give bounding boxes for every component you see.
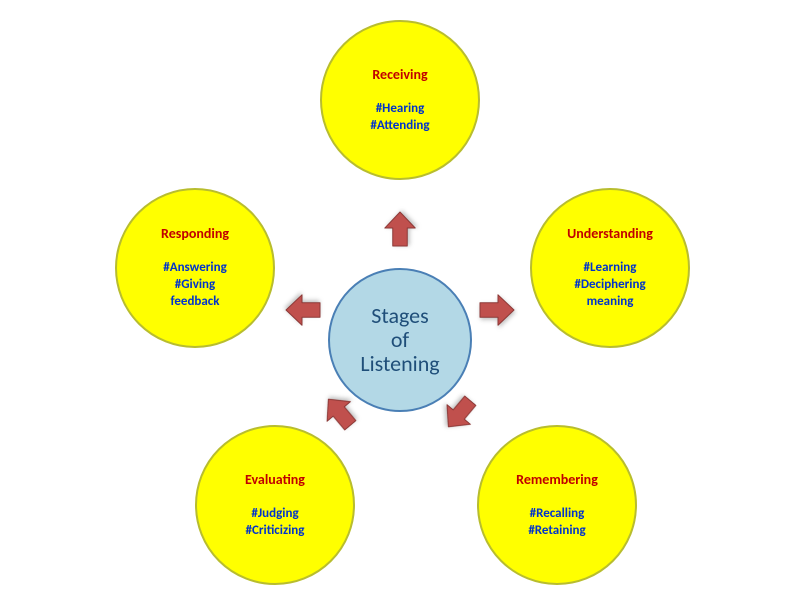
center-node: StagesofListening [328,268,472,412]
center-label-line: Listening [360,352,439,376]
node-remembering-title: Remembering [516,471,598,488]
node-responding: Responding #Answering#Givingfeedback [115,188,275,348]
node-evaluating: Evaluating #Judging#Criticizing [195,425,355,585]
node-understanding: Understanding #Learning#Decipheringmeanin… [530,188,690,348]
node-understanding-title: Understanding [567,225,653,242]
node-receiving: Receiving #Hearing#Attending [320,20,480,180]
node-receiving-title: Receiving [372,66,427,83]
node-evaluating-title: Evaluating [245,471,305,488]
arrow-to-understanding [476,290,516,330]
arrow-to-responding [284,290,324,330]
stages-of-listening-diagram: Receiving #Hearing#Attending Understanding… [0,0,800,604]
node-receiving-tags: #Hearing#Attending [370,101,429,135]
center-label-line: Stages [371,304,428,328]
node-responding-tags: #Answering#Givingfeedback [163,260,227,311]
node-remembering: Remembering #Recalling#Retaining [477,425,637,585]
node-responding-title: Responding [161,225,229,242]
node-evaluating-tags: #Judging#Criticizing [246,506,305,540]
node-understanding-tags: #Learning#Decipheringmeaning [574,260,645,311]
arrow-to-receiving [380,210,420,250]
node-remembering-tags: #Recalling#Retaining [528,506,585,540]
center-label-line: of [391,328,409,352]
